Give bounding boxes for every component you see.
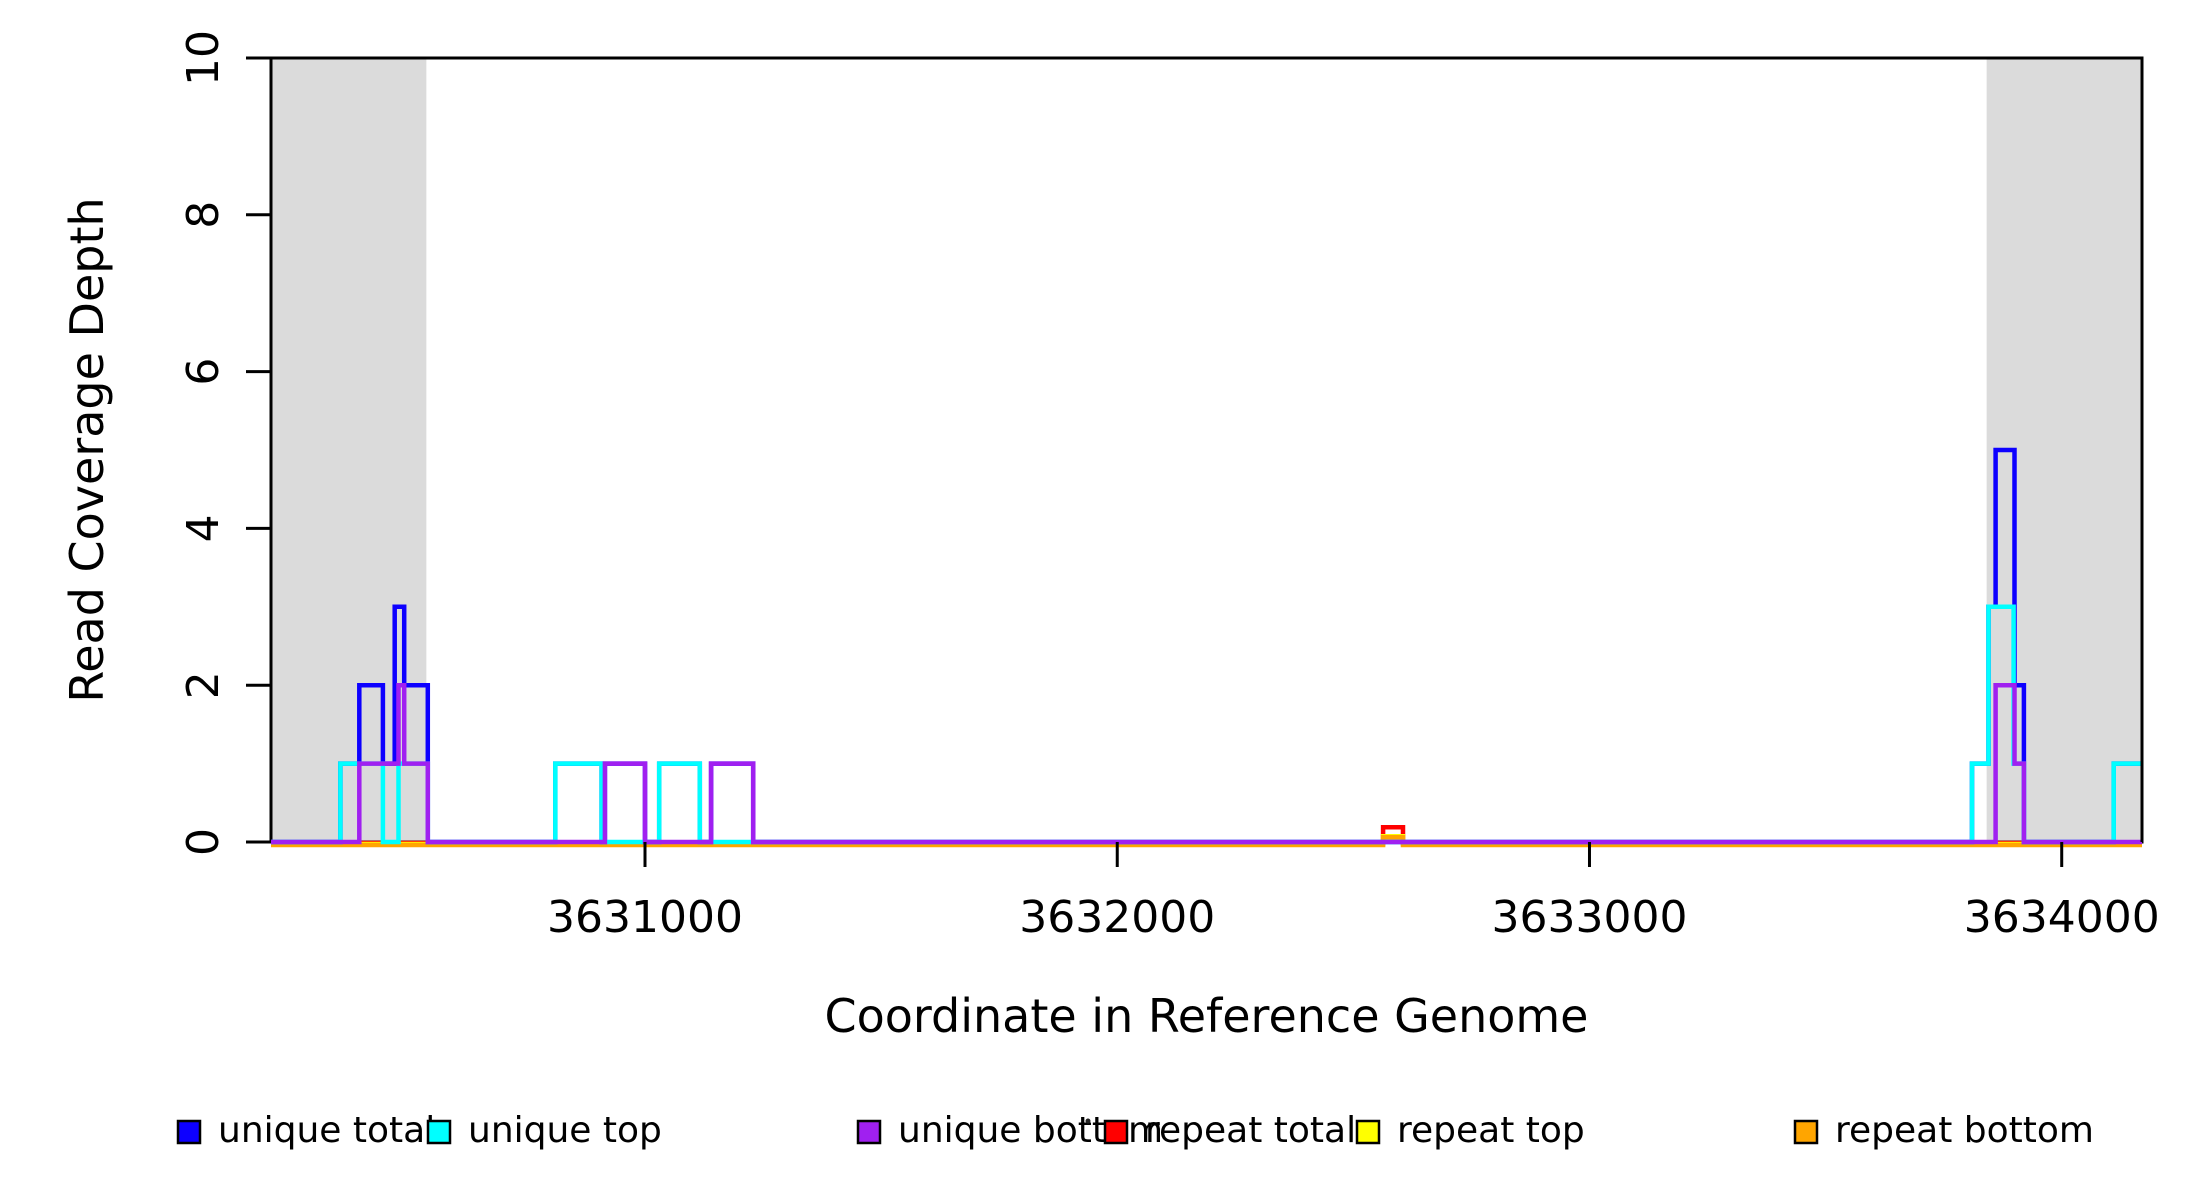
x-axis-title: Coordinate in Reference Genome [825, 989, 1589, 1043]
x-tick-label: 3631000 [547, 892, 743, 943]
x-tick-label: 3634000 [1964, 892, 2160, 943]
legend-label: unique total [218, 1110, 435, 1151]
plot-border [269, 56, 2144, 844]
y-tick-label: 10 [178, 30, 229, 86]
artifact-dot [1085, 1118, 1091, 1124]
x-tick-label: 3633000 [1491, 892, 1687, 943]
legend-swatch-unique-top [426, 1119, 452, 1145]
legend-swatch-unique-total [176, 1119, 202, 1145]
series-unique-bottom [271, 682, 2142, 845]
y-tick-label: 6 [178, 358, 229, 386]
series-unique-top [271, 604, 2142, 845]
y-tick-label: 2 [178, 671, 229, 699]
y-axis-title: Read Coverage Depth [60, 197, 114, 702]
y-tick-label: 0 [178, 828, 229, 856]
y-tick-label: 4 [178, 514, 229, 542]
legend-label: repeat top [1397, 1110, 1585, 1151]
legend-label: repeat total [1145, 1110, 1356, 1151]
y-tick-label: 8 [178, 201, 229, 229]
legend-label: unique top [468, 1110, 662, 1151]
legend-swatch-repeat-bottom [1793, 1119, 1819, 1145]
series-unique-total [271, 447, 2142, 845]
legend-swatch-repeat-total [1103, 1119, 1129, 1145]
legend-swatch-repeat-top [1355, 1119, 1381, 1145]
legend-swatch-unique-bottom [856, 1119, 882, 1145]
series-repeat-bottom [271, 834, 2142, 848]
legend-label: repeat bottom [1835, 1110, 2094, 1151]
x-tick-label: 3632000 [1019, 892, 1215, 943]
